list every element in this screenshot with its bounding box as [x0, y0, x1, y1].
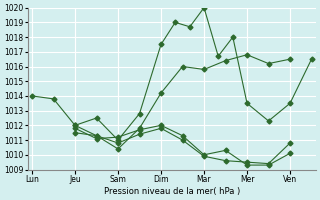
- X-axis label: Pression niveau de la mer( hPa ): Pression niveau de la mer( hPa ): [104, 187, 240, 196]
